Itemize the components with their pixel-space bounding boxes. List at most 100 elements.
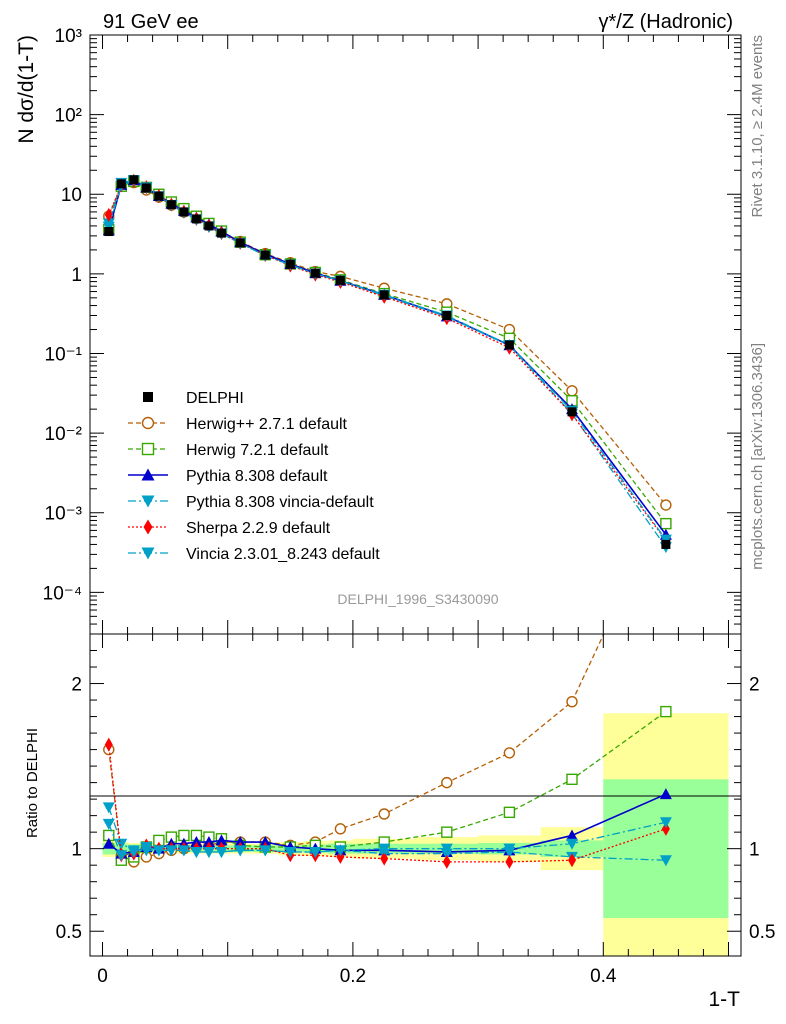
ratio-point-vincia xyxy=(234,845,247,857)
legend-label: Herwig 7.2.1 default xyxy=(186,442,329,459)
ratio-point-sherpa xyxy=(505,854,514,869)
header-left: 91 GeV ee xyxy=(103,11,199,33)
legend-entry-pythia: Pythia 8.308 default xyxy=(128,468,328,485)
ratio-point-vincia xyxy=(334,845,347,857)
ratio-point-vincia xyxy=(659,817,672,829)
ratio-point-pythia xyxy=(102,837,115,849)
legend-entry-vincia: Vincia 2.3.01_8.243 default xyxy=(128,546,380,563)
ratio-ticks: 2 2 1 1 0.5 0.5 0 0.2 0.4 xyxy=(56,634,775,987)
ratio-point-vincia xyxy=(115,850,128,862)
legend-label: Pythia 8.308 vincia-default xyxy=(186,494,374,511)
legend-entry-pythia_vincia: Pythia 8.308 vincia-default xyxy=(128,494,374,511)
legend-marker xyxy=(143,519,153,535)
main-ytick-label: 10⁻⁴ xyxy=(43,583,82,604)
ratio-xtick-label: 0.2 xyxy=(340,966,366,987)
main-series-herwigpp xyxy=(103,176,672,511)
ratio-series xyxy=(102,634,672,869)
ratio-point-herwigpp xyxy=(378,808,390,820)
legend-marker xyxy=(141,416,155,430)
ratio-point-vincia xyxy=(177,845,190,857)
legend-marker xyxy=(141,495,155,508)
main-series-vincia xyxy=(102,175,672,546)
ratio-ytick-label-left: 1 xyxy=(71,840,82,861)
ratio-frame xyxy=(89,633,742,957)
ratio-point-pythia_vincia xyxy=(659,855,672,867)
main-point-data xyxy=(661,539,671,549)
ratio-point-vincia xyxy=(309,846,322,858)
main-point-data xyxy=(179,207,189,217)
main-point-data xyxy=(335,275,345,285)
ratio-point-herwigpp xyxy=(566,696,578,708)
main-point-data xyxy=(204,221,214,231)
ratio-ytick-label-left: 0.5 xyxy=(56,922,82,943)
main-plot-area: 10³ 10² 10 1 10⁻¹ 10⁻² 10⁻³ 10⁻⁴ xyxy=(43,26,742,635)
main-point-data xyxy=(504,340,514,350)
ratio-point-sherpa xyxy=(380,851,389,866)
main-point-data xyxy=(104,227,114,237)
ratio-point-pythia_vincia xyxy=(115,838,128,850)
ratio-point-pythia_vincia xyxy=(102,802,115,814)
ratio-point-vincia xyxy=(440,843,453,855)
ratio-point-vincia xyxy=(127,846,140,858)
ratio-point-herwig7 xyxy=(503,806,516,819)
main-point-sherpa xyxy=(104,207,113,222)
main-ytick-label: 10⁻¹ xyxy=(45,344,83,365)
main-point-data xyxy=(285,259,295,269)
ratio-xlabel: 1-T xyxy=(709,988,741,1011)
ratio-point-vincia xyxy=(284,846,297,858)
ratio-point-pythia xyxy=(202,836,215,848)
main-line-pythia_vincia xyxy=(108,179,667,548)
ratio-point-herwigpp xyxy=(441,776,453,789)
main-point-data xyxy=(379,290,389,300)
legend-marker xyxy=(141,547,155,560)
ratio-point-sherpa xyxy=(567,853,576,868)
ratio-point-vincia xyxy=(503,843,516,855)
legend-entry-sherpa: Sherpa 2.2.9 default xyxy=(128,519,331,537)
main-point-data xyxy=(129,175,139,185)
ratio-point-sherpa xyxy=(336,849,345,864)
main-point-data xyxy=(310,268,320,278)
main-line-sherpa xyxy=(108,179,667,541)
ratio-point-vincia xyxy=(190,846,203,858)
ratio-xtick-label: 0 xyxy=(97,966,108,987)
ratio-point-vincia xyxy=(165,845,178,857)
legend-marker xyxy=(143,392,153,402)
main-ytick-label: 10⁻² xyxy=(45,424,83,445)
legend-entry-herwig7: Herwig 7.2.1 default xyxy=(128,442,329,459)
rivet-label: Rivet 3.1.10, ≥ 2.4M events xyxy=(749,35,766,218)
ratio-point-pythia xyxy=(259,836,272,848)
ratio-ytick-label-right: 1 xyxy=(749,840,760,861)
ratio-point-sherpa xyxy=(442,854,451,869)
ratio-band-inner xyxy=(603,779,729,919)
ratio-point-sherpa xyxy=(104,737,113,752)
legend-label: Sherpa 2.2.9 default xyxy=(186,520,331,537)
main-ylabel: N dσ/d(1-T) xyxy=(15,35,38,144)
ratio-point-vincia xyxy=(140,842,153,854)
ratio-point-pythia xyxy=(215,834,228,846)
legend-marker xyxy=(141,468,155,481)
ratio-ytick-label-right: 0.5 xyxy=(749,922,775,943)
ratio-point-pythia xyxy=(190,836,203,848)
ratio-point-vincia xyxy=(202,846,215,858)
main-ytick-label: 10⁻³ xyxy=(45,504,83,525)
watermark: DELPHI_1996_S3430090 xyxy=(337,591,498,607)
ratio-series-vincia xyxy=(102,817,672,862)
ratio-point-herwig7 xyxy=(660,705,672,718)
ratio-ytick-label-right: 2 xyxy=(749,675,760,696)
ratio-point-vincia xyxy=(102,818,115,830)
main-ytick-label: 10 xyxy=(61,185,82,206)
ratio-point-vincia xyxy=(215,846,228,858)
ratio-point-vincia xyxy=(152,845,165,857)
main-point-herwig7 xyxy=(660,517,672,530)
main-ytick-label: 10³ xyxy=(55,26,82,47)
ratio-ylabel: Ratio to DELPHI xyxy=(24,728,41,838)
legend-label: Herwig++ 2.7.1 default xyxy=(186,416,348,433)
ratio-point-vincia xyxy=(259,845,272,857)
main-point-data xyxy=(166,200,176,210)
ratio-plot-area: 2 2 1 1 0.5 0.5 0 0.2 0.4 xyxy=(56,633,775,987)
main-point-herwigpp xyxy=(660,499,672,511)
ratio-line-vincia xyxy=(108,821,667,857)
ratio-point-herwigpp xyxy=(503,747,516,759)
main-point-data xyxy=(141,183,151,193)
